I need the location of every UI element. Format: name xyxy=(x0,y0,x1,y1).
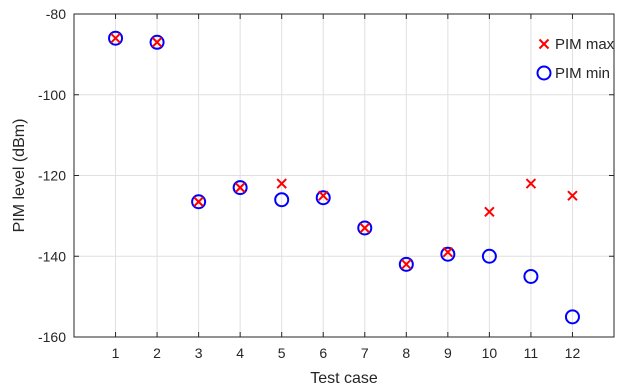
pim-max-point xyxy=(401,259,412,270)
x-tick-label: 8 xyxy=(402,345,410,361)
data-marks xyxy=(108,30,580,325)
y-axis-label: PIM level (dBm) xyxy=(11,119,28,233)
y-tick-label: -160 xyxy=(38,329,66,345)
pim-min-point xyxy=(149,34,165,50)
pim-min-point xyxy=(274,192,290,208)
grid xyxy=(74,13,614,338)
y-tick-label: -100 xyxy=(38,87,66,103)
pim-min-point xyxy=(523,268,539,284)
legend-circle-glyph xyxy=(536,65,552,81)
x-tick-label: 11 xyxy=(524,345,539,361)
pim-max-point xyxy=(484,206,495,218)
legend-marker-circle xyxy=(536,65,552,81)
pim-max-point xyxy=(110,33,121,44)
y-tick-label: -120 xyxy=(38,168,66,184)
pim-max-point xyxy=(193,196,204,207)
pim-min-point xyxy=(481,248,497,264)
x-tick-label: 9 xyxy=(444,345,452,361)
pim-max-point xyxy=(151,37,163,48)
x-tick-label: 7 xyxy=(361,345,369,361)
pim-min-point xyxy=(357,220,373,236)
legend-label-pim-max: PIM max xyxy=(555,36,615,53)
x-tick-label: 3 xyxy=(195,345,203,361)
pim-max-point xyxy=(318,190,329,201)
x-tick-label: 4 xyxy=(236,345,244,361)
legend-x-glyph xyxy=(538,38,550,50)
pim-max-point xyxy=(567,190,578,201)
pim-min-point xyxy=(440,246,456,262)
pim-min-point xyxy=(232,180,248,196)
pim-max-point xyxy=(359,222,370,234)
legend-entry-pim-max: PIM max xyxy=(538,36,615,53)
x-tick-label: 5 xyxy=(278,345,286,361)
pim-max-point xyxy=(234,182,246,193)
x-tick-label: 10 xyxy=(482,345,498,361)
x-axis-label: Test case xyxy=(310,370,378,387)
pim-max-point xyxy=(525,178,537,189)
y-tick-label: -80 xyxy=(46,6,66,22)
x-tick-label: 6 xyxy=(319,345,327,361)
legend: PIM max PIM min xyxy=(536,36,615,82)
legend-label-pim-min: PIM min xyxy=(555,65,610,82)
pim-min-point xyxy=(108,30,124,46)
pim-min-point xyxy=(564,309,580,325)
pim-min-point xyxy=(315,190,331,206)
x-tick-label: 12 xyxy=(565,345,581,361)
pim-max-point xyxy=(276,178,287,189)
axis-ticks: 1 2 3 4 5 6 7 8 9 10 11 12-160-140-120-100-80 xyxy=(38,6,614,361)
pim-min-point xyxy=(191,194,207,210)
legend-entry-pim-min: PIM min xyxy=(536,65,610,82)
x-tick-label: 1 xyxy=(112,345,120,361)
legend-marker-x xyxy=(538,38,550,50)
x-tick-label: 2 xyxy=(153,345,161,361)
pim-max-point xyxy=(442,247,454,258)
y-tick-label: -140 xyxy=(38,248,66,264)
pim-min-point xyxy=(398,256,414,272)
